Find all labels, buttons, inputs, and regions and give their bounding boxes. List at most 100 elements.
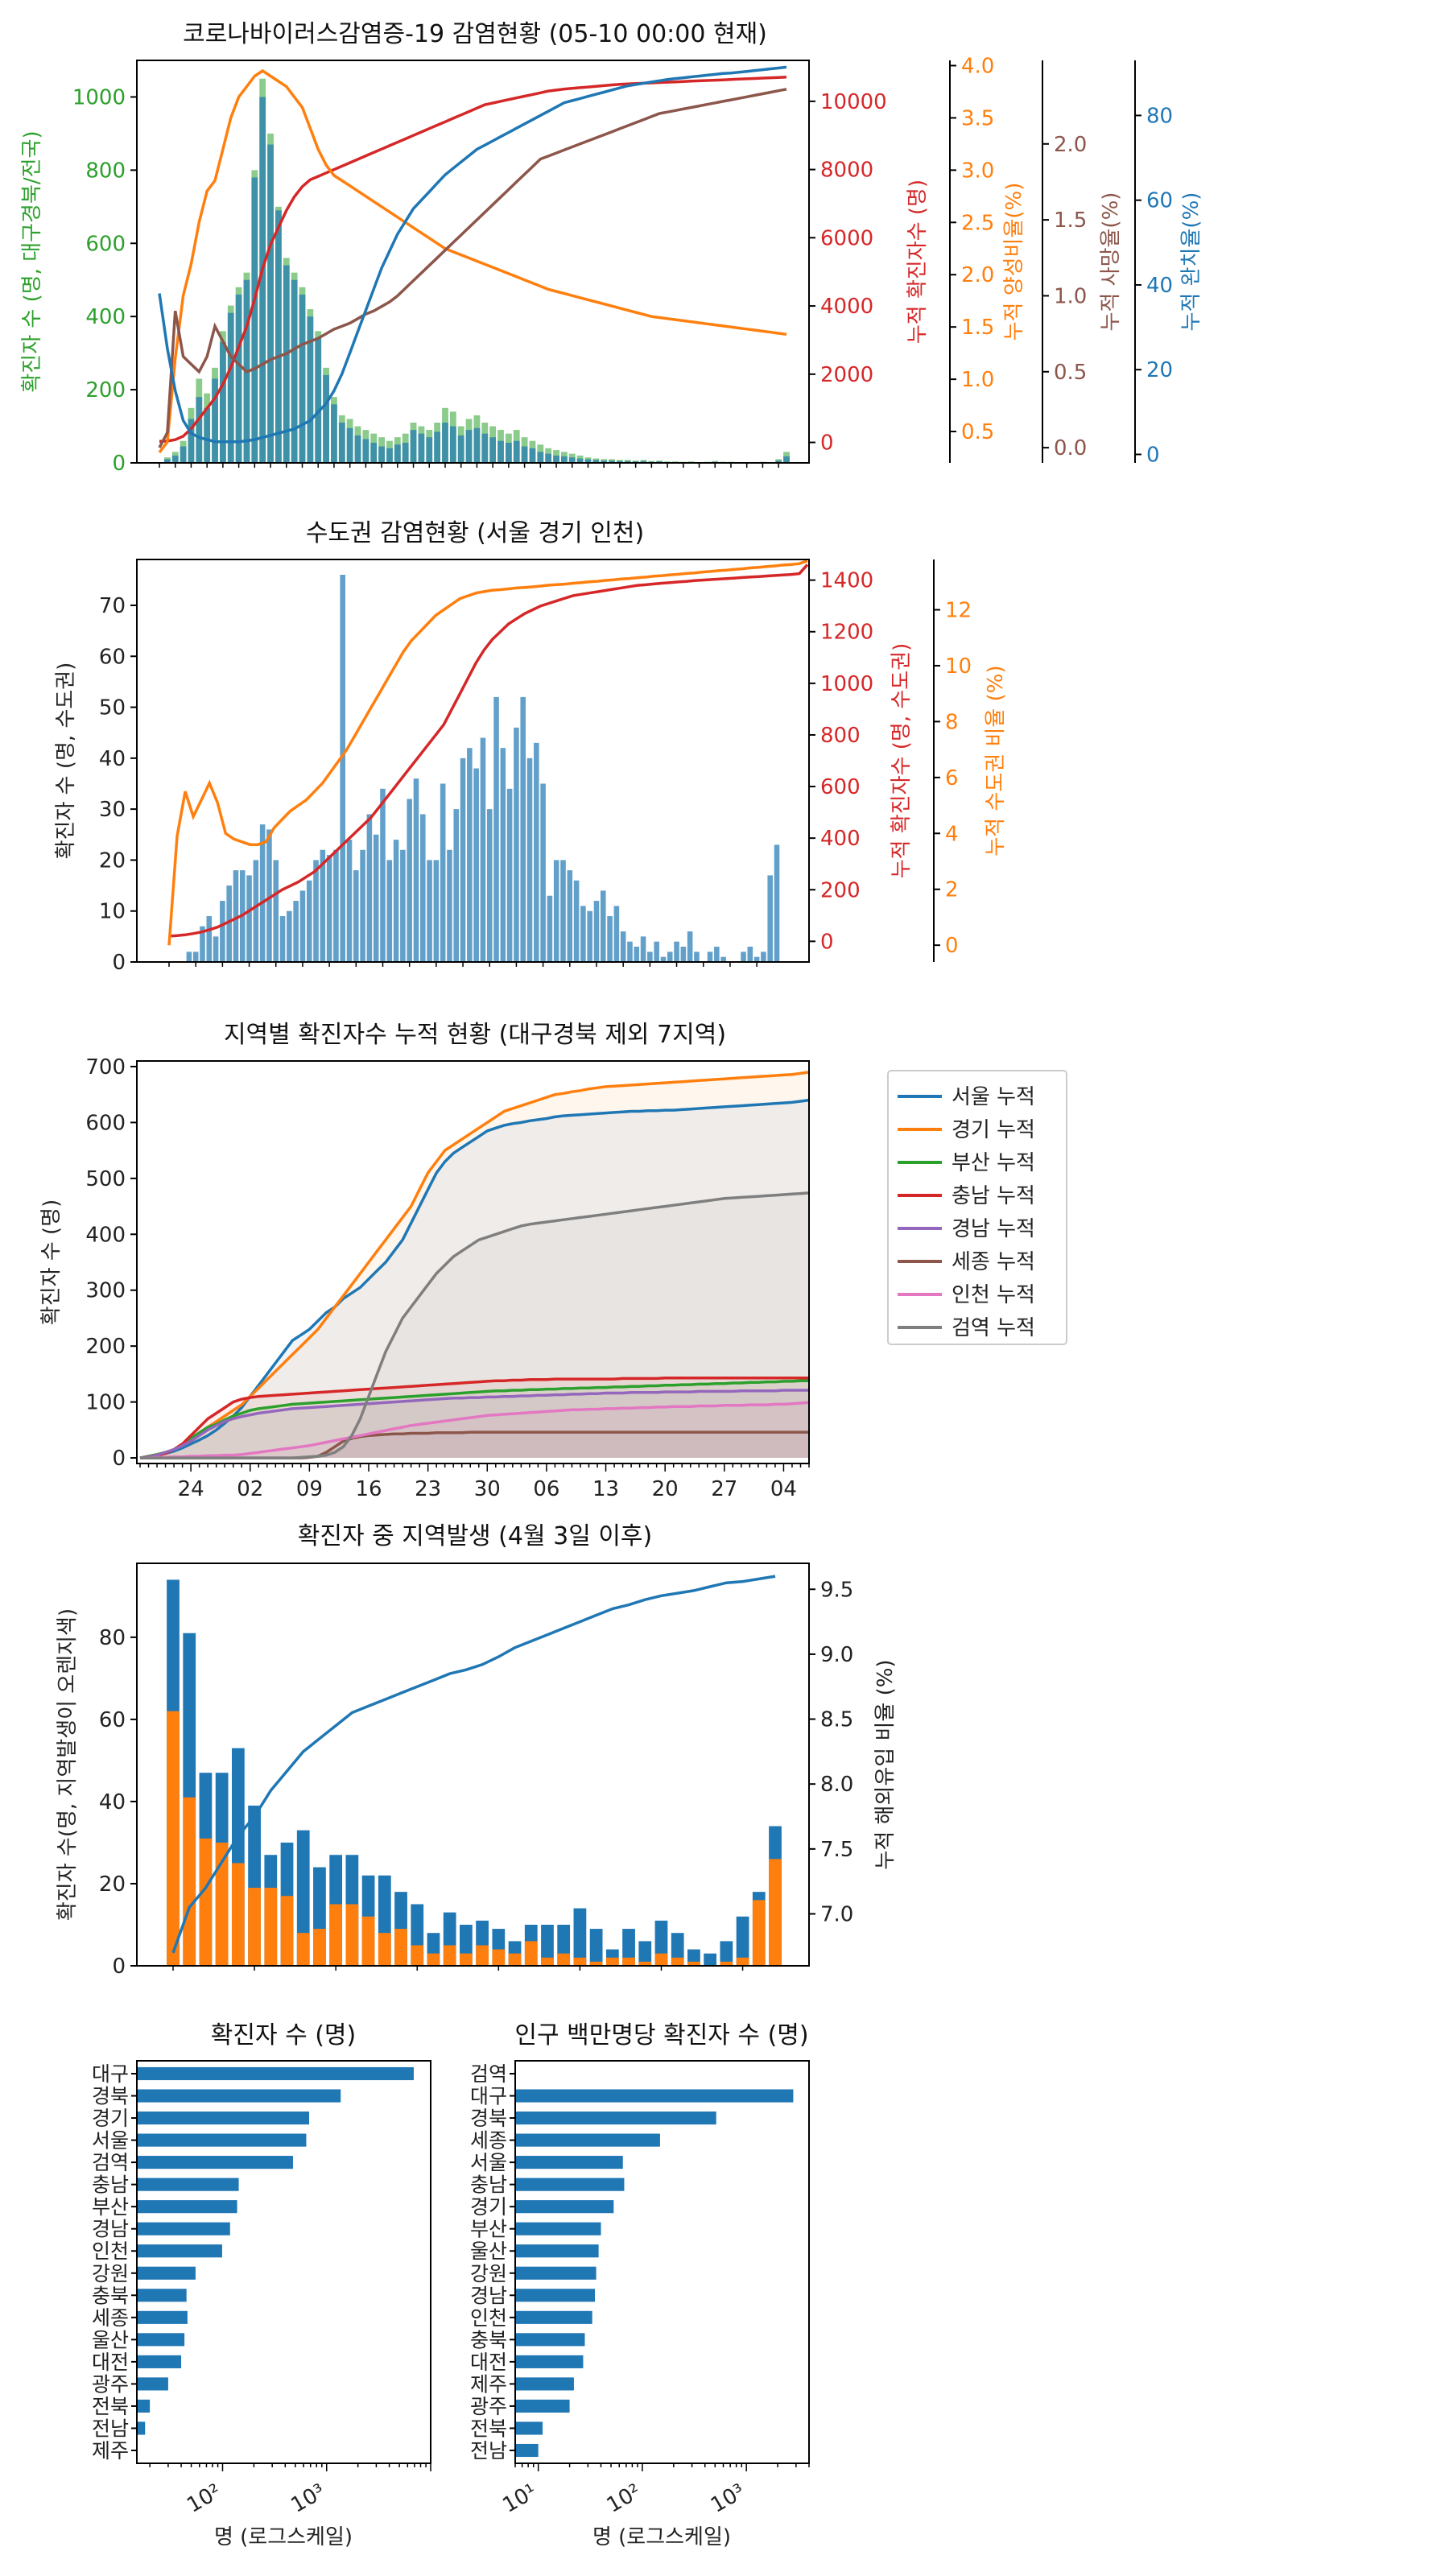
category-label: 경남: [470, 2284, 507, 2307]
local-bar: [524, 1941, 538, 1966]
total-bar: [704, 1953, 717, 1966]
bar: [200, 926, 205, 962]
bar: [353, 870, 359, 962]
right-tick-label: 1400: [820, 569, 873, 593]
bar: [741, 952, 746, 962]
right-tick-label: 0.5: [1054, 361, 1087, 385]
hbar: [137, 2333, 185, 2347]
panel-2-axes: 0102030405060700200400600800100012001400…: [99, 559, 972, 975]
blue-bar: [394, 444, 401, 463]
local-bar: [345, 1904, 359, 1966]
right-tick-label: 8: [945, 710, 959, 734]
legend-label: 서울 누적: [952, 1085, 1035, 1109]
right-tick-label: 0.5: [961, 420, 994, 444]
local-bar: [476, 1945, 489, 1966]
panel-6-title: 인구 백만명당 확진자 수 (명): [514, 2021, 808, 2050]
bar: [634, 947, 640, 962]
x-tick-label: 02: [237, 1477, 263, 1501]
bar: [647, 952, 653, 962]
bar: [573, 880, 580, 962]
panel-5-bars: [137, 2066, 414, 2435]
blue-bar: [370, 443, 378, 463]
bar: [186, 952, 192, 962]
right-tick-label: 9.5: [820, 1578, 853, 1602]
category-label: 세종: [92, 2306, 129, 2330]
blue-bar: [775, 460, 782, 463]
bar: [707, 952, 713, 962]
x-tick-label: 06: [533, 1477, 559, 1501]
blue-bar: [275, 210, 282, 463]
right-tick-label: 4.0: [961, 54, 994, 78]
right-tick-label: 1.5: [1054, 208, 1087, 233]
category-label: 경기: [92, 2107, 129, 2130]
blue-bar: [553, 455, 559, 463]
local-bar: [736, 1957, 749, 1966]
local-bar: [183, 1797, 196, 1966]
area-fill: [140, 1100, 809, 1459]
left-tick-label: 0: [112, 1955, 126, 1979]
category-label: 대전: [470, 2351, 507, 2374]
bar: [192, 952, 199, 962]
bar: [753, 956, 760, 962]
x-tick-label: 24: [178, 1477, 204, 1501]
bar: [386, 860, 393, 962]
panel-4: 확진자 중 지역발생 (4월 3일 이후) 0 20 40 60 80 7.0 7.5 8.0…: [56, 1522, 898, 1979]
blue-bar: [235, 294, 242, 463]
category-label: 서울: [92, 2129, 129, 2153]
panel-6-bars: [515, 2089, 794, 2458]
local-bar: [443, 1945, 456, 1966]
blue-bar: [434, 431, 441, 463]
hbar: [515, 2266, 597, 2280]
panel-3-area-fills: [140, 1071, 809, 1459]
hbar: [137, 2377, 168, 2391]
blue-bar: [346, 427, 353, 463]
hbar: [515, 2222, 601, 2235]
hbar: [515, 2089, 794, 2103]
right-tick-label: 9.0: [820, 1643, 853, 1667]
panel-1-axes: 0200400600800100002000400060008000100000…: [72, 54, 1173, 476]
right-tick-label: 1.5: [961, 316, 994, 340]
category-label: 경남: [92, 2218, 129, 2241]
local-bar: [720, 1961, 733, 1966]
total-bar: [638, 1941, 652, 1966]
blue-bar: [465, 430, 473, 463]
bar: [486, 809, 493, 962]
blue-bar: [481, 433, 489, 463]
bar: [246, 875, 252, 962]
total-bar: [541, 1924, 554, 1966]
category-label: 세종: [470, 2129, 507, 2153]
blue-bar: [283, 265, 290, 463]
panel-4-bars: [167, 1579, 782, 1966]
bar: [400, 849, 406, 962]
hbar: [515, 2310, 592, 2324]
bar: [593, 901, 600, 962]
bar: [747, 947, 753, 962]
legend-label: 경기 누적: [952, 1118, 1035, 1142]
series-line: [158, 88, 787, 448]
panel-6: 인구 백만명당 확진자 수 (명) 검역대구경북세종서울충남경기부산울산강원경남…: [470, 2021, 810, 2549]
hbar: [137, 2200, 237, 2214]
left-tick-label: 600: [85, 1111, 126, 1135]
area-fill: [140, 1071, 809, 1459]
local-bar: [378, 1933, 391, 1966]
panel-2-y2-label: 누적 확진자수 (명, 수도권): [890, 643, 914, 879]
hbar: [515, 2111, 716, 2125]
hbar: [515, 2133, 660, 2147]
bar: [413, 778, 419, 962]
panel-1-y3-label: 누적 양성비율(%): [1002, 183, 1026, 341]
local-bar: [541, 1957, 554, 1966]
right-tick-label: 3.5: [961, 106, 994, 130]
left-tick-label: 40: [99, 1790, 126, 1814]
category-label: 전북: [470, 2417, 507, 2440]
series-line: [139, 1379, 809, 1459]
right-tick-label: 6000: [820, 226, 873, 250]
bar: [607, 916, 613, 962]
x-tick-label: 04: [770, 1477, 797, 1501]
bar: [601, 890, 606, 962]
category-label: 제주: [470, 2372, 507, 2396]
hbar: [137, 2066, 414, 2081]
bar: [226, 886, 232, 962]
right-tick-label: 2: [945, 878, 959, 902]
bar: [506, 788, 513, 962]
